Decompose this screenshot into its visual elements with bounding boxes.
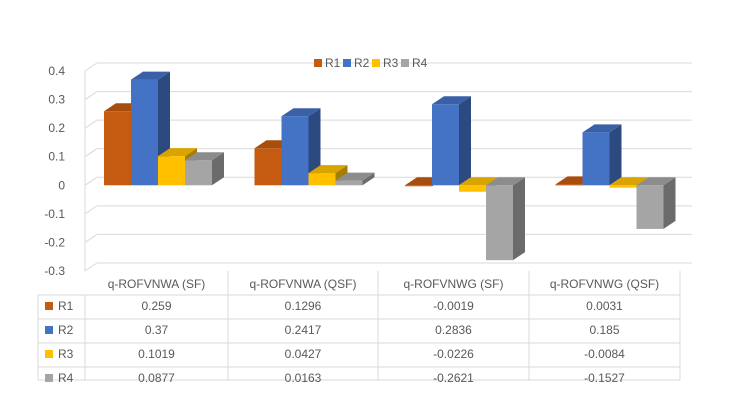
table-legend-swatch [45,326,53,334]
legend: R1 R2 R3 R4 [314,56,428,70]
y-tick-label: -0.1 [44,207,65,221]
legend-item-r2: R2 [343,56,370,70]
legend-item-r3: R3 [372,56,399,70]
category-label: q-ROFVNWG (SF) [404,277,504,291]
table-row-label: R2 [58,323,74,337]
table-legend-swatch [45,350,53,358]
table-cell-value: -0.0084 [584,347,625,361]
table-row-label: R3 [58,347,74,361]
table-row: R3 0.1019 0.0427 -0.0226 -0.0084 [45,347,625,361]
gridline-side [84,176,98,186]
table-cell-value: -0.2621 [433,371,474,385]
y-tick-label: 0.2 [48,121,65,135]
table-cell-value: 0.37 [145,323,169,337]
gridline-side [84,119,98,129]
legend-label: R1 [325,56,341,70]
y-tick-label: -0.2 [44,235,65,249]
category-label: q-ROFVNWA (SF) [108,277,206,291]
y-tick-label: -0.3 [44,264,65,278]
legend-item-r4: R4 [401,56,428,70]
y-tick-label: 0.3 [48,93,65,107]
legend-label: R3 [383,56,399,70]
table-row: R4 0.0877 0.0163 -0.2621 -0.1527 [45,371,625,385]
table-row: R1 0.259 0.1296 -0.0019 0.0031 [45,299,623,313]
legend-swatch [343,59,351,67]
bar-r4 [636,177,676,229]
bar-r2 [281,108,321,186]
table-cell-value: 0.1019 [138,347,175,361]
legend-swatch [372,59,380,67]
bar-r3 [308,165,348,186]
table-cell-value: 0.0163 [285,371,322,385]
data-table: q-ROFVNWA (SF) q-ROFVNWA (QSF) q-ROFVNWG (… [37,271,681,385]
category-label: q-ROFVNWA (QSF) [250,277,357,291]
legend-label: R2 [354,56,370,70]
table-cell-value: 0.0031 [586,299,623,313]
gridline-side [84,234,98,243]
table-cell-value: 0.1296 [285,299,322,313]
y-axis-ticks: 0.4 0.3 0.2 0.1 0 -0.1 -0.2 -0.3 [44,64,65,278]
table-cell-value: 0.259 [141,299,171,313]
table-cell-value: -0.0226 [433,347,474,361]
table-cell-value: 0.2417 [285,323,322,337]
legend-swatch [401,59,409,67]
table-cell-value: 0.2836 [435,323,472,337]
bar-r2 [432,96,471,186]
bar-r4 [185,152,224,186]
gridline-side [84,62,98,72]
table-cell-value: -0.0019 [433,299,474,313]
table-legend-swatch [45,374,53,382]
bar-r4 [335,172,375,186]
bar-r4 [486,177,525,261]
gridline-side [84,262,98,272]
y-tick-label: 0.1 [48,150,65,164]
table-legend-swatch [45,302,53,310]
gridline-side [84,205,98,215]
legend-swatch [314,59,322,67]
legend-label: R4 [412,56,428,70]
table-cell-value: 0.0427 [285,347,322,361]
table-cell-value: 0.0877 [138,371,175,385]
legend-item-r1: R1 [314,56,341,70]
bar-r2 [582,124,622,186]
table-cell-value: 0.185 [589,323,619,337]
table-cell-value: -0.1527 [584,371,625,385]
category-label: q-ROFVNWG (QSF) [550,277,659,291]
table-row-label: R1 [58,299,74,313]
gridline-side [84,148,98,158]
gridline-side [84,91,98,100]
table-row-label: R4 [58,371,74,385]
y-tick-label: 0.4 [48,64,65,78]
table-row: R2 0.37 0.2417 0.2836 0.185 [45,323,620,337]
y-tick-label: 0 [58,178,65,192]
bars [104,71,676,261]
